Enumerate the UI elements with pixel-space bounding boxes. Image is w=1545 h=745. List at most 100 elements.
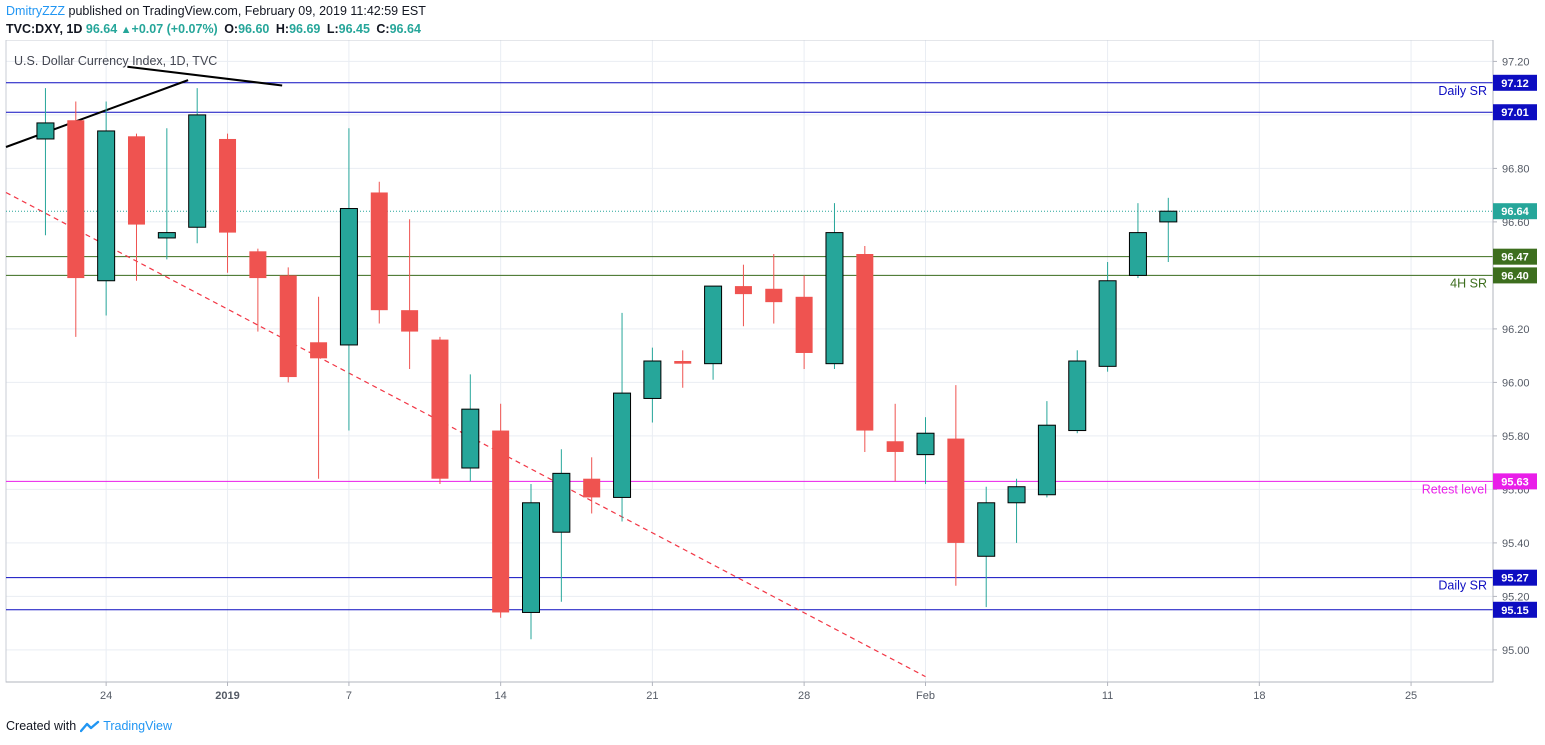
price-tick-label: 95.80 [1502, 431, 1530, 443]
candle-up [825, 232, 844, 365]
price-label-text: 96.40 [1501, 270, 1529, 282]
price-tick-label: 96.60 [1502, 217, 1530, 229]
price-tick-label: 95.20 [1502, 591, 1530, 603]
last-price-label-text: 96.64 [1501, 206, 1529, 218]
candle-up [1128, 232, 1147, 276]
candle-down [127, 136, 145, 225]
candle-down [370, 192, 388, 311]
level-annotation: Daily SR [1438, 84, 1487, 98]
tradingview-link[interactable]: TradingView [103, 719, 172, 733]
price-label-box [1493, 601, 1537, 618]
time-tick-label: 11 [1102, 690, 1113, 702]
candle-down [279, 275, 297, 378]
candle-up [36, 122, 55, 140]
time-tick-label: 21 [646, 690, 658, 702]
price-label-text: 97.01 [1501, 107, 1529, 119]
price-label-text: 95.15 [1501, 605, 1529, 617]
time-tick-label: 2019 [215, 690, 239, 702]
time-tick-label: 28 [798, 690, 810, 702]
candle-down [249, 251, 267, 279]
price-tick-label: 97.20 [1502, 56, 1530, 68]
price-tick-label: 95.40 [1502, 538, 1530, 550]
price-label-text: 97.12 [1501, 78, 1529, 90]
high-value: 96.69 [289, 22, 321, 36]
grid [6, 40, 1493, 682]
price-label-text: 95.27 [1501, 573, 1529, 585]
low-value: 96.45 [338, 22, 370, 36]
time-axis[interactable]: 24 2019 7 14 21 28 Feb 11 18 25 [100, 682, 1417, 702]
close-label: C: [376, 22, 390, 36]
candle-up [704, 285, 723, 365]
candle-down [583, 478, 601, 498]
chart-title: U.S. Dollar Currency Index, 1D, TVC [14, 54, 217, 68]
publish-info: DmitryZZZ published on TradingView.com, … [6, 4, 426, 18]
candle-up [643, 360, 662, 399]
candle-up [461, 408, 480, 469]
footer: Created with TradingView [6, 719, 172, 733]
trendline [5, 79, 189, 148]
candle-up [1159, 210, 1178, 223]
candle-up [1098, 280, 1117, 367]
candlestick-chart[interactable]: U.S. Dollar Currency Index, 1D, TVC Dail… [0, 40, 1545, 710]
trendline [127, 65, 283, 87]
high-label: H: [275, 22, 290, 36]
horizontal-levels: Daily SR 4H SR Retest level Daily SR [6, 82, 1493, 611]
candle-up [157, 232, 176, 239]
trendlines [5, 65, 926, 678]
price-axis[interactable]: 95.0095.2095.4095.6095.8096.0096.2096.40… [1493, 56, 1530, 657]
up-triangle-icon: ▲ [120, 24, 132, 36]
time-tick-label: 7 [346, 690, 352, 702]
candle-down [765, 288, 783, 303]
level-annotation: Retest level [1422, 482, 1487, 496]
time-tick-label: Feb [916, 690, 935, 702]
published-text: published on TradingView.com, February 0… [68, 4, 426, 18]
price-label-box [1493, 473, 1537, 490]
candle-up [339, 208, 358, 346]
candle-up [977, 502, 996, 557]
candle-up [613, 392, 632, 498]
level-annotation: Daily SR [1438, 579, 1487, 593]
time-tick-label: 24 [100, 690, 112, 702]
price-label-box [1493, 248, 1537, 265]
trendline [5, 191, 926, 678]
candle-down [310, 342, 328, 359]
candle-down [674, 361, 692, 364]
candle-down [67, 120, 85, 279]
candle-down [492, 430, 510, 613]
candle-up [916, 432, 935, 456]
candle-up [552, 472, 571, 533]
symbol-legend: TVC:DXY, 1D 96.64 ▲+0.07 (+0.07%) O: 96.6… [6, 22, 421, 36]
open-label: O: [224, 22, 239, 36]
symbol-name: TVC:DXY, 1D [6, 22, 83, 36]
candle-down [795, 296, 813, 353]
candle-down [431, 339, 449, 479]
last-price-value: 96.64 [85, 22, 118, 36]
candle-up [1068, 360, 1087, 432]
tradingview-logo-icon [80, 720, 100, 732]
candle-down [856, 254, 874, 431]
price-label-box [1493, 74, 1537, 91]
last-price-label-box [1493, 203, 1537, 220]
time-tick-label: 18 [1253, 690, 1265, 702]
price-label-box [1493, 267, 1537, 284]
candle-up [97, 130, 116, 282]
price-tick-label: 95.00 [1502, 645, 1530, 657]
candle-down [401, 310, 419, 332]
low-label: L: [326, 22, 339, 36]
price-tick-label: 96.80 [1502, 163, 1530, 175]
level-annotation: 4H SR [1450, 276, 1487, 290]
plot-area[interactable] [5, 40, 1494, 683]
created-with-text: Created with [6, 719, 77, 733]
candle-up [1037, 424, 1056, 496]
time-tick-label: 14 [495, 690, 507, 702]
price-tick-label: 96.20 [1502, 324, 1530, 336]
candles [36, 88, 1178, 640]
candle-down [734, 286, 752, 295]
author-link[interactable]: DmitryZZZ [6, 4, 66, 18]
price-change: +0.07 (+0.07%) [131, 22, 218, 36]
price-label-box [1493, 104, 1537, 121]
candle-up [522, 502, 541, 613]
candle-up [1007, 486, 1026, 504]
price-label-text: 95.63 [1501, 476, 1529, 488]
price-labels: 97.12 97.01 96.47 96.40 95.63 95.27 95.15 96.64 [1493, 74, 1537, 618]
